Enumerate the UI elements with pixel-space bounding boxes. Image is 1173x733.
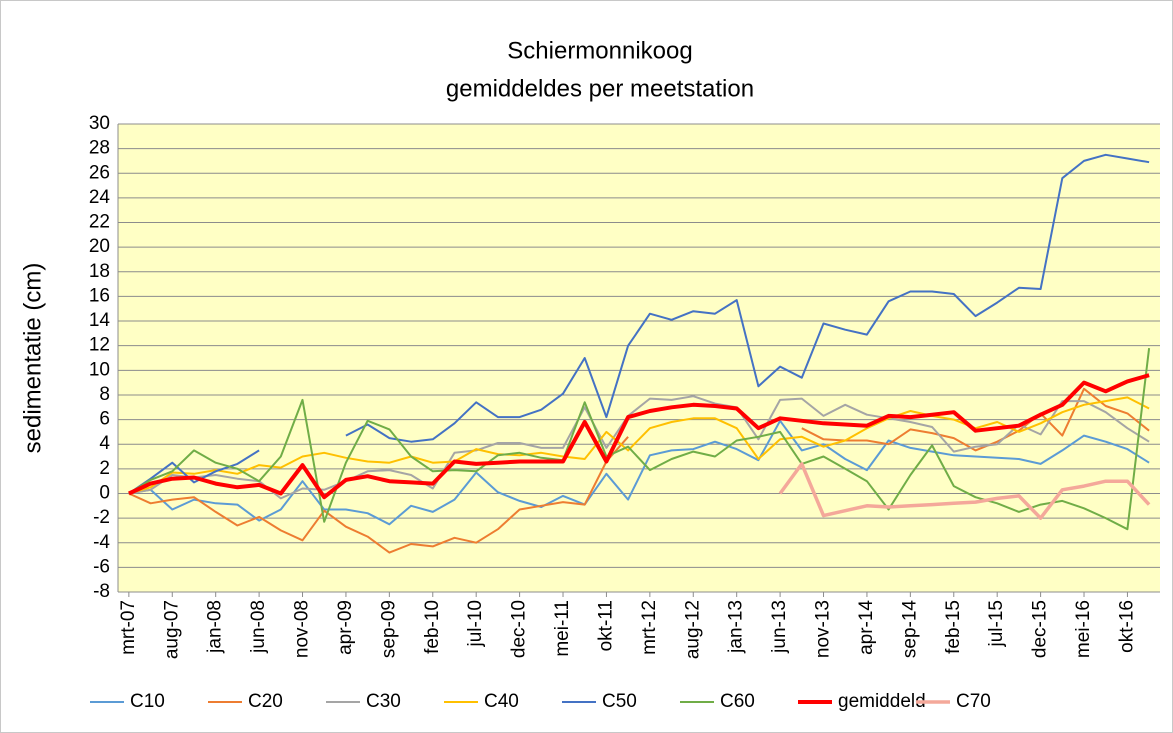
y-tick-label: 12 bbox=[89, 335, 110, 356]
x-tick-label: jan-08 bbox=[205, 600, 226, 654]
x-tick-label: dec-15 bbox=[1030, 600, 1051, 658]
x-tick-label: mei-16 bbox=[1073, 600, 1094, 658]
x-tick-label: aug-07 bbox=[161, 600, 182, 659]
y-tick-label: -6 bbox=[93, 556, 110, 577]
legend-label: C20 bbox=[248, 691, 283, 712]
x-tick-label: jun-13 bbox=[769, 600, 790, 654]
y-tick-label: 28 bbox=[89, 138, 110, 159]
y-tick-label: 24 bbox=[89, 187, 111, 208]
x-tick-label: jun-08 bbox=[248, 600, 269, 654]
x-tick-label: dec-10 bbox=[509, 600, 530, 658]
x-tick-label: aug-12 bbox=[682, 600, 703, 659]
series-line bbox=[128, 395, 1150, 500]
y-tick-label: 18 bbox=[89, 261, 110, 282]
x-tick-label: nov-08 bbox=[292, 600, 313, 658]
legend-label: gemiddeld bbox=[838, 691, 926, 712]
series-line bbox=[128, 419, 1150, 526]
y-tick-label: -8 bbox=[93, 581, 110, 602]
y-tick-label: 14 bbox=[89, 310, 111, 331]
y-tick-label: 30 bbox=[89, 113, 110, 134]
y-tick-label: 2 bbox=[99, 458, 110, 479]
legend-label: C70 bbox=[956, 691, 991, 712]
x-tick-label: okt-11 bbox=[595, 600, 616, 651]
series-line bbox=[778, 462, 1151, 520]
plot-area bbox=[118, 124, 1160, 592]
series-line bbox=[128, 153, 1150, 495]
x-tick-label: okt-16 bbox=[1116, 600, 1137, 653]
y-tick-label: 6 bbox=[99, 409, 110, 430]
series-line bbox=[128, 373, 1150, 500]
legend-label: C60 bbox=[720, 691, 755, 712]
x-tick-label: mei-11 bbox=[552, 600, 573, 657]
chart-title: Schiermonnikoog bbox=[507, 37, 692, 64]
x-tick-label: jul-10 bbox=[465, 600, 486, 647]
legend-label: C40 bbox=[484, 691, 519, 712]
y-tick-label: 22 bbox=[89, 212, 110, 233]
legend-label: C50 bbox=[602, 691, 637, 712]
x-tick-label: mrt-07 bbox=[118, 600, 139, 655]
x-tick-label: jul-15 bbox=[986, 600, 1007, 647]
y-axis-title: sedimentatie (cm) bbox=[19, 263, 46, 454]
y-tick-label: 16 bbox=[89, 285, 110, 306]
series-line bbox=[128, 347, 1151, 531]
series-line bbox=[128, 387, 1150, 554]
series-line bbox=[128, 396, 1150, 495]
y-tick-label: 20 bbox=[89, 236, 110, 257]
x-tick-label: sep-09 bbox=[378, 600, 399, 658]
x-tick-label: apr-09 bbox=[335, 600, 356, 655]
legend-label: C10 bbox=[130, 691, 165, 712]
x-tick-label: feb-15 bbox=[943, 600, 964, 654]
y-tick-label: 26 bbox=[89, 162, 110, 183]
y-tick-label: 8 bbox=[99, 384, 110, 405]
y-tick-label: 10 bbox=[89, 359, 110, 380]
x-tick-label: apr-14 bbox=[856, 600, 877, 655]
y-tick-label: 4 bbox=[99, 433, 110, 454]
x-tick-label: mrt-12 bbox=[639, 600, 660, 655]
legend-label: C30 bbox=[366, 691, 401, 712]
y-tick-label: -4 bbox=[93, 532, 110, 553]
x-tick-label: nov-13 bbox=[813, 600, 834, 658]
x-tick-label: feb-10 bbox=[422, 600, 443, 654]
x-tick-label: sep-14 bbox=[899, 600, 920, 659]
x-tick-label: jan-13 bbox=[726, 600, 747, 654]
chart-subtitle: gemiddeldes per meetstation bbox=[446, 75, 754, 102]
y-tick-label: 0 bbox=[99, 482, 110, 503]
y-tick-label: -2 bbox=[93, 507, 110, 528]
